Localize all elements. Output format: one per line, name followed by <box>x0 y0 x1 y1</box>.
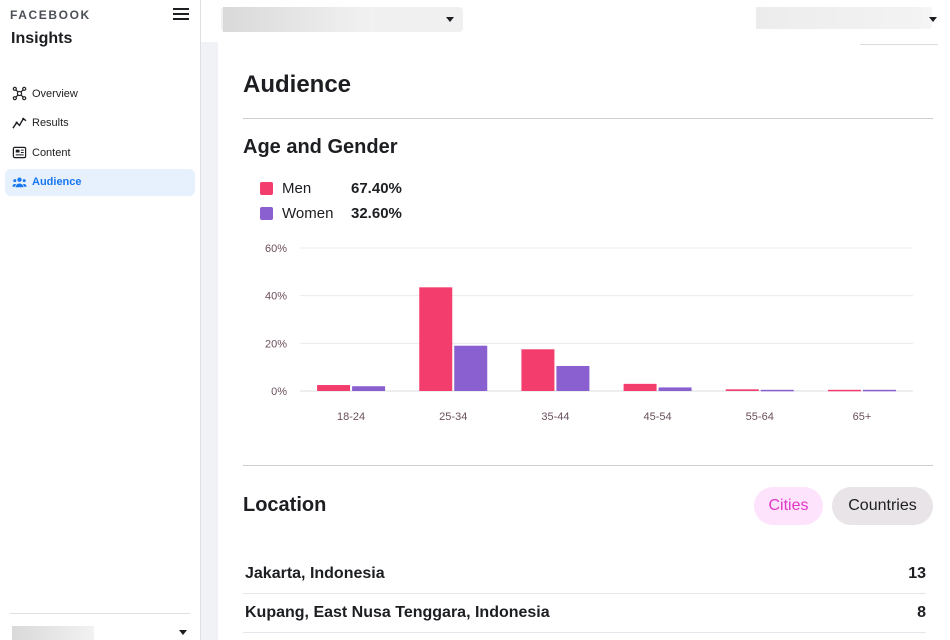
men-swatch <box>260 182 273 195</box>
sidebar-item-overview[interactable]: Overview <box>5 80 195 107</box>
account-switcher[interactable] <box>10 613 190 640</box>
location-value: 13 <box>908 565 926 582</box>
location-name: Jakarta, Indonesia <box>245 565 385 582</box>
legend-percent: 67.40% <box>351 180 402 197</box>
legend-item-men: Men 67.40% <box>260 176 402 201</box>
redacted-page-name <box>223 7 375 32</box>
bar-men-35-44 <box>521 349 555 391</box>
top-bar <box>201 0 950 42</box>
bar-women-35-44 <box>556 365 590 391</box>
sidebar-item-audience[interactable]: Audience <box>5 168 195 196</box>
sidebar-item-label: Overview <box>32 87 78 100</box>
y-tick-label: 40% <box>265 291 287 303</box>
scroll-indicator <box>860 42 938 45</box>
location-name: Kupang, East Nusa Tenggara, Indonesia <box>245 604 550 621</box>
content-gutter <box>201 42 218 640</box>
x-tick-label: 18-24 <box>337 411 365 423</box>
bar-women-25-34 <box>454 345 488 391</box>
sidebar-item-results[interactable]: Results <box>5 110 195 137</box>
x-tick-label: 25-34 <box>439 411 467 423</box>
bar-men-55-64 <box>725 389 759 391</box>
y-tick-label: 60% <box>265 243 287 255</box>
bar-men-18-24 <box>317 385 351 391</box>
bar-women-18-24 <box>352 386 386 391</box>
legend-label: Women <box>282 205 334 222</box>
x-tick-label: 55-64 <box>746 411 774 423</box>
main-content: Audience Age and Gender Men 67.40% Women… <box>218 42 950 640</box>
section-title-location: Location <box>243 494 327 516</box>
app-title: Insights <box>11 30 73 47</box>
chevron-down-icon <box>929 17 937 22</box>
table-row: Kupang, East Nusa Tenggara, Indonesia 8 <box>243 594 926 633</box>
redacted-account-name <box>12 626 94 640</box>
location-value: 8 <box>917 604 926 621</box>
tab-countries[interactable]: Countries <box>832 487 933 525</box>
sidebar-item-label: Results <box>32 117 69 129</box>
section-title-age-gender: Age and Gender <box>243 136 398 158</box>
chart-legend: Men 67.40% Women 32.60% <box>260 176 402 226</box>
chevron-down-icon <box>179 630 187 635</box>
x-tick-label: 45-54 <box>644 411 672 423</box>
bar-men-65+ <box>827 389 861 392</box>
table-row: Jakarta, Indonesia 13 <box>243 555 926 594</box>
page-title: Audience <box>243 71 352 98</box>
page-selector[interactable] <box>221 7 463 32</box>
sidebar-item-label: Audience <box>32 176 82 188</box>
results-icon <box>11 115 27 131</box>
redacted-date-range <box>756 7 921 29</box>
bar-women-65+ <box>862 389 896 392</box>
age-gender-chart: 60% 40% 20% 0% 18-24 25-34 35-44 45-54 55-64 65+ <box>265 243 913 423</box>
tab-cities[interactable]: Cities <box>754 487 823 525</box>
bar-women-55-64 <box>760 389 794 392</box>
bar-men-45-54 <box>623 383 657 391</box>
divider <box>243 465 933 466</box>
x-tick-label: 65+ <box>853 411 872 423</box>
sidebar: FACEBOOK Insights Overview Results Cont <box>0 0 201 640</box>
sidebar-item-label: Content <box>32 146 71 159</box>
x-tick-label: 35-44 <box>541 411 569 423</box>
content-icon <box>11 145 27 161</box>
overview-icon <box>11 86 27 102</box>
sidebar-item-content[interactable]: Content <box>5 139 195 166</box>
divider <box>243 118 933 119</box>
y-tick-label: 20% <box>265 338 287 350</box>
sidebar-nav: Overview Results Content Audience <box>5 80 195 198</box>
bar-women-45-54 <box>658 387 692 391</box>
audience-icon <box>11 174 27 190</box>
legend-label: Men <box>282 180 312 197</box>
date-range-selector[interactable] <box>756 7 937 29</box>
chevron-down-icon <box>446 17 454 22</box>
bar-men-25-34 <box>419 287 453 391</box>
women-swatch <box>260 207 273 220</box>
brand-logo: FACEBOOK <box>10 8 91 22</box>
menu-icon[interactable] <box>173 6 189 22</box>
legend-item-women: Women 32.60% <box>260 201 402 226</box>
legend-percent: 32.60% <box>351 205 402 222</box>
y-tick-label: 0% <box>271 386 287 398</box>
